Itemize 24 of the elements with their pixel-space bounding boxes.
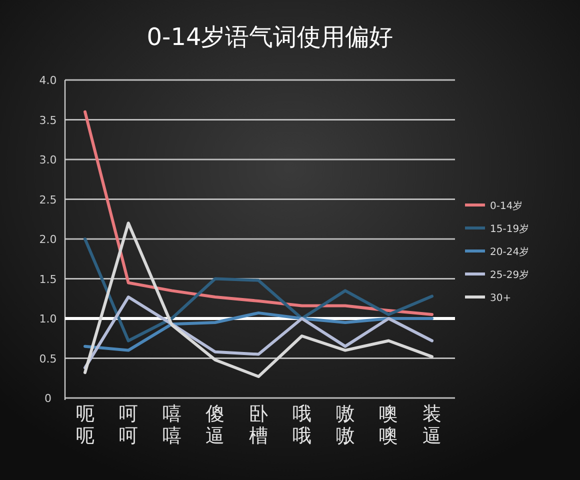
x-tick-label: 嗷嗷 bbox=[336, 403, 355, 447]
legend-label: 30+ bbox=[490, 293, 512, 304]
chart-title: 0-14岁语气词使用偏好 bbox=[146, 23, 394, 51]
legend-label: 15-19岁 bbox=[490, 223, 530, 235]
y-tick-label: 0 bbox=[44, 392, 52, 405]
x-tick-label: 呃呃 bbox=[76, 403, 94, 447]
y-tick-label: 1.5 bbox=[39, 272, 57, 286]
x-tick-label: 噢噢 bbox=[379, 403, 398, 447]
y-tick-label: 0.5 bbox=[39, 352, 57, 366]
y-tick-label: 2.5 bbox=[39, 193, 57, 206]
x-tick-label: 嘻嘻 bbox=[162, 403, 182, 447]
y-tick-label: 1.0 bbox=[39, 312, 57, 326]
x-tick-label: 哦哦 bbox=[292, 403, 312, 447]
y-tick-label: 3.5 bbox=[39, 114, 57, 127]
y-tick-label: 3.0 bbox=[39, 154, 57, 166]
legend-label: 25-29岁 bbox=[490, 269, 530, 281]
legend-label: 20-24岁 bbox=[490, 246, 530, 258]
legend-label: 0-14岁 bbox=[490, 200, 523, 212]
x-tick-label: 卧槽 bbox=[249, 403, 268, 447]
x-tick-label: 装逼 bbox=[422, 403, 442, 447]
y-tick-label: 4.0 bbox=[39, 74, 57, 87]
x-tick-label: 傻逼 bbox=[206, 403, 225, 447]
y-tick-label: 2.0 bbox=[39, 233, 57, 246]
x-tick-label: 呵呵 bbox=[118, 403, 138, 447]
